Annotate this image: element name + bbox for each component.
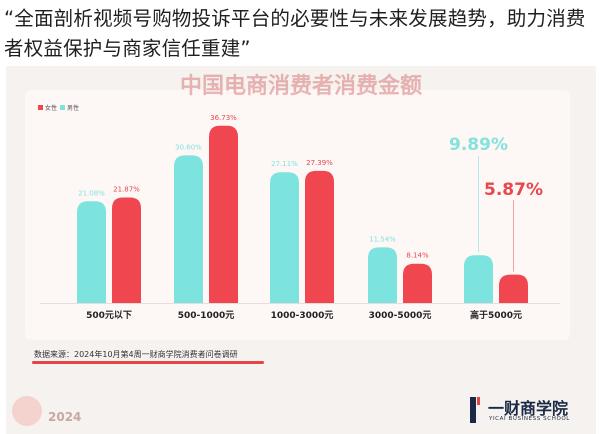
brand-subtitle: YICAI BUSINESS SCHOOL <box>489 416 570 422</box>
data-source-note: 数据来源：2024年10月第4周一财商学院消费者问卷调研 <box>34 350 238 359</box>
poster-title: 中国电商消费者消费金额 <box>180 74 423 98</box>
data-label-female: 21.87% <box>113 185 140 193</box>
brand-name: 一财商学院 <box>488 399 569 418</box>
bar-female <box>499 274 528 303</box>
legend-label-male: 男性 <box>67 104 79 112</box>
x-tick-label: 高于5000元 <box>470 309 522 321</box>
x-tick-label: 1000-3000元 <box>271 310 334 321</box>
bar-male <box>368 247 397 303</box>
poster-year: 2024 <box>48 410 82 424</box>
data-label-male: 27.11% <box>271 160 298 168</box>
bar-male <box>270 172 299 303</box>
bar-male <box>174 155 203 303</box>
data-label-male: 30.60% <box>175 143 202 151</box>
data-label-male: 9.89% <box>449 135 508 155</box>
bar-male <box>77 201 106 303</box>
bar-female <box>403 263 432 303</box>
data-label-female: 36.73% <box>210 114 237 122</box>
bar-male <box>464 255 493 303</box>
headline: “全面剖析视频号购物投诉平台的必要性与未来发展趋势，助力消费者权益保护与商家信任… <box>4 7 586 60</box>
x-tick-label: 500元以下 <box>86 310 132 321</box>
source-underline <box>32 361 264 364</box>
year-decoration <box>12 396 42 426</box>
data-label-male: 11.54% <box>369 235 396 243</box>
data-label-female: 8.14% <box>406 252 429 260</box>
bar-female <box>209 125 238 304</box>
brand-mark-icon <box>470 397 480 423</box>
legend-swatch-female <box>38 105 43 110</box>
x-tick-label: 500-1000元 <box>178 310 235 321</box>
brand-logo: 一财商学院 YICAI BUSINESS SCHOOL <box>464 395 584 427</box>
bar-female <box>305 170 334 303</box>
legend-label-female: 女性 <box>45 104 57 112</box>
data-label-female: 27.39% <box>306 159 333 167</box>
legend-swatch-male <box>60 105 65 110</box>
bar-female <box>112 197 141 303</box>
data-label-male: 21.08% <box>78 189 105 197</box>
x-tick-label: 3000-5000元 <box>369 310 432 321</box>
data-label-female: 5.87% <box>484 180 543 200</box>
